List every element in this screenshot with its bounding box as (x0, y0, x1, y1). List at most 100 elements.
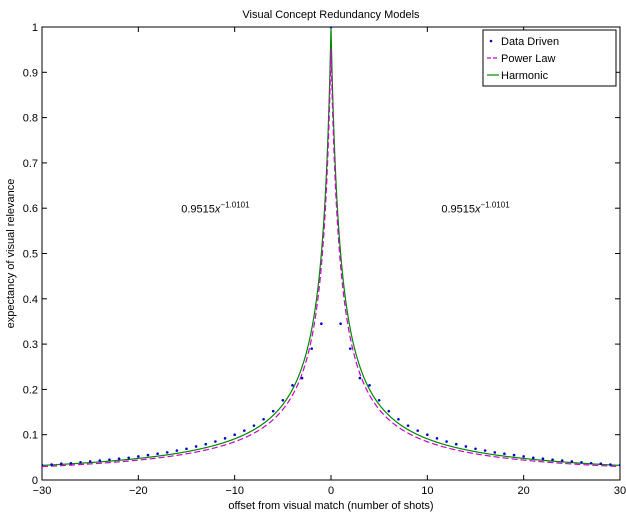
legend: Data Driven Power Law Harmonic (482, 29, 617, 87)
data-driven-point (406, 424, 410, 427)
x-axis-label: offset from visual match (number of shot… (228, 500, 433, 512)
harmonic-series-line (42, 27, 620, 466)
data-driven-point (541, 457, 545, 461)
data-driven-point (368, 384, 371, 387)
formula-variable: x (474, 204, 481, 216)
data-driven-point (262, 417, 265, 421)
legend-swatch-data-driven (489, 39, 493, 43)
y-tick-label: 0.8 (23, 113, 38, 125)
data-driven-point (483, 449, 487, 452)
legend-label-data-driven: Data Driven (501, 36, 559, 48)
data-driven-point (560, 459, 564, 462)
annotations: 0.9515x−1.0101 0.9515x−1.0101 (181, 201, 510, 216)
x-tick-label: −10 (225, 485, 244, 497)
chart-title: Visual Concept Redundancy Models (242, 9, 420, 21)
data-driven-point (79, 461, 82, 464)
y-tick-label: 0.2 (23, 384, 38, 396)
data-driven-point (580, 461, 583, 464)
data-driven-point (137, 455, 140, 458)
data-driven-point (156, 452, 159, 456)
data-driven-point (175, 449, 179, 452)
data-driven-point (454, 442, 458, 446)
data-driven-point (117, 457, 121, 461)
y-tick-label: 0.5 (23, 249, 38, 261)
x-tick-label: −30 (33, 485, 52, 497)
data-driven-point (146, 453, 150, 457)
y-axis-ticks: 0 0.1 0.2 0.3 0.4 0.5 0.6 0.7 0.8 0.9 1 (23, 22, 620, 487)
data-driven-point (589, 461, 593, 465)
series-group (42, 27, 620, 468)
data-driven-point (194, 445, 198, 448)
data-driven-point (416, 429, 420, 432)
data-driven-point (551, 458, 554, 461)
legend-label-power-law: Power Law (501, 53, 555, 65)
data-driven-point (59, 462, 63, 465)
data-driven-point (512, 453, 516, 457)
data-driven-point (204, 442, 208, 446)
data-driven-point (348, 347, 352, 350)
data-driven-point (493, 451, 497, 454)
data-driven-point (243, 429, 246, 432)
x-tick-label: 0 (328, 485, 334, 497)
data-driven-point (464, 445, 468, 448)
x-tick-label: 30 (614, 485, 626, 497)
y-tick-label: 0.4 (23, 294, 38, 306)
y-tick-label: 0.1 (23, 430, 38, 442)
x-tick-label: 20 (518, 485, 530, 497)
data-driven-point (165, 451, 169, 454)
data-driven-point (570, 460, 574, 463)
data-driven-point (271, 409, 275, 413)
data-driven-point (233, 433, 236, 437)
data-driven-point (445, 440, 448, 443)
data-driven-point (320, 322, 323, 326)
data-driven-point (609, 463, 612, 466)
data-driven-point (127, 456, 130, 460)
data-driven-point (377, 398, 381, 402)
formula-base: 0.9515 (181, 204, 215, 216)
data-driven-point (108, 458, 111, 461)
legend-label-harmonic: Harmonic (501, 70, 549, 82)
x-tick-label: −20 (129, 485, 148, 497)
data-driven-point (397, 417, 400, 421)
data-driven-point (329, 27, 333, 29)
data-driven-point (214, 440, 217, 443)
x-tick-label: 10 (421, 485, 433, 497)
formula-annotation-right: 0.9515x−1.0101 (441, 201, 510, 216)
formula-exponent: −1.0101 (220, 201, 250, 210)
power-law-series-line (42, 48, 620, 468)
data-driven-point (358, 376, 362, 380)
y-tick-label: 0.3 (23, 339, 38, 351)
data-driven-point (185, 447, 188, 451)
data-driven-point (42, 463, 44, 467)
plot-area: −30 −20 −10 0 10 20 30 0 0.1 0.2 0.3 0.4 0.5 0.6 0.7 0.… (23, 22, 626, 497)
data-driven-point (223, 437, 227, 440)
data-driven-point (599, 462, 603, 465)
y-tick-label: 1 (32, 22, 38, 34)
data-driven-point (387, 409, 391, 413)
data-driven-point (522, 455, 525, 458)
data-driven-point (532, 456, 535, 460)
data-driven-point (291, 384, 294, 387)
data-driven-point (474, 447, 477, 451)
data-driven-point (98, 459, 102, 462)
data-driven-point (50, 463, 53, 466)
data-driven-point (300, 376, 304, 380)
y-tick-label: 0.6 (23, 203, 38, 215)
formula-annotation-left: 0.9515x−1.0101 (181, 201, 250, 216)
data-driven-point (281, 398, 285, 402)
data-driven-point (435, 437, 439, 440)
formula-variable: x (214, 204, 221, 216)
data-driven-point (503, 452, 506, 456)
data-driven-point (88, 460, 92, 463)
data-driven-point (426, 433, 429, 437)
formula-base: 0.9515 (441, 204, 475, 216)
data-driven-point (339, 322, 342, 326)
y-axis-label: expectancy of visual relevance (5, 179, 17, 329)
data-driven-point (252, 424, 256, 427)
y-tick-label: 0 (32, 475, 38, 487)
y-tick-label: 0.9 (23, 67, 38, 79)
formula-exponent: −1.0101 (481, 201, 511, 210)
data-driven-point (618, 463, 620, 467)
data-driven-point (69, 461, 73, 465)
